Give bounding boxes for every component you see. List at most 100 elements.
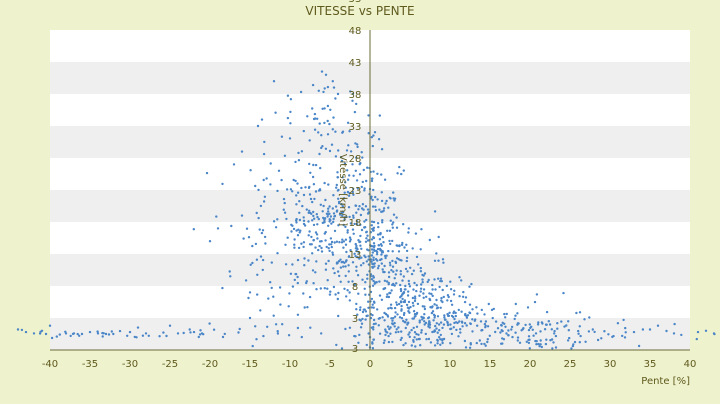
data-point: [431, 294, 434, 298]
data-point: [216, 227, 220, 230]
data-point: [269, 281, 272, 284]
data-point: [359, 223, 362, 226]
data-point: [397, 250, 401, 253]
data-point: [428, 238, 431, 242]
data-point: [371, 205, 375, 208]
data-point: [387, 334, 390, 338]
data-point: [383, 178, 387, 181]
data-point: [503, 312, 506, 316]
data-point: [379, 249, 382, 252]
data-point: [468, 346, 472, 349]
data-point: [312, 183, 316, 186]
data-point: [402, 313, 406, 317]
data-point: [545, 310, 549, 314]
data-point: [413, 299, 417, 303]
data-point: [494, 320, 498, 323]
data-point: [696, 330, 700, 334]
data-point: [257, 216, 260, 220]
data-point: [361, 317, 364, 321]
data-point: [552, 341, 555, 344]
data-point: [425, 295, 428, 298]
data-point: [483, 322, 487, 326]
data-point: [326, 119, 329, 123]
data-point: [371, 144, 374, 148]
data-point: [303, 306, 306, 309]
data-point: [545, 338, 548, 341]
data-point: [364, 281, 367, 284]
data-point: [556, 327, 559, 330]
data-point: [436, 342, 439, 345]
data-point: [600, 337, 603, 340]
data-point: [293, 246, 296, 249]
data-point: [367, 114, 370, 117]
data-point: [365, 343, 368, 347]
data-point: [397, 302, 401, 306]
data-point: [370, 177, 374, 180]
data-point: [486, 338, 489, 341]
data-point: [483, 342, 486, 346]
data-point: [612, 334, 615, 338]
data-point: [343, 191, 346, 194]
data-point: [535, 340, 538, 343]
data-point: [343, 287, 346, 290]
data-point: [331, 80, 334, 83]
data-point: [567, 329, 570, 332]
data-point: [345, 250, 348, 254]
data-point: [387, 275, 391, 279]
data-point: [314, 163, 318, 167]
data-point: [348, 326, 352, 329]
data-point: [433, 278, 436, 281]
data-point: [528, 347, 531, 350]
data-point: [357, 251, 360, 254]
data-point: [323, 217, 327, 220]
data-point: [283, 211, 287, 214]
data-point: [578, 325, 581, 328]
data-point: [345, 295, 348, 298]
data-point: [357, 341, 360, 344]
data-point: [431, 310, 435, 313]
data-point: [331, 207, 334, 210]
data-point: [349, 150, 353, 153]
data-point: [359, 213, 363, 217]
data-point: [302, 222, 306, 226]
data-point: [570, 347, 573, 350]
data-point: [305, 208, 308, 211]
data-point: [394, 273, 397, 276]
data-point: [349, 222, 352, 225]
data-point: [358, 333, 361, 337]
data-point: [455, 328, 458, 332]
data-point: [404, 321, 407, 324]
data-point: [385, 199, 388, 203]
data-point: [280, 135, 284, 138]
data-point: [308, 139, 311, 142]
data-point: [337, 260, 341, 263]
data-point: [387, 271, 391, 274]
data-point: [351, 190, 354, 194]
data-point: [397, 326, 400, 329]
data-point: [453, 289, 456, 292]
data-point: [261, 229, 265, 232]
data-point: [411, 301, 415, 305]
data-point: [357, 208, 360, 211]
data-point: [383, 279, 387, 282]
data-point: [355, 265, 358, 268]
data-point: [344, 265, 347, 268]
data-point: [372, 248, 376, 251]
data-point: [262, 200, 266, 203]
data-point: [407, 227, 410, 230]
data-point: [307, 211, 310, 214]
data-point: [355, 249, 358, 253]
data-point: [370, 297, 374, 301]
data-point: [415, 332, 418, 336]
data-point: [378, 238, 382, 241]
data-point: [400, 317, 404, 320]
data-point: [303, 264, 306, 267]
data-point: [355, 220, 359, 223]
data-point: [347, 264, 350, 267]
data-point: [324, 147, 328, 150]
data-point: [362, 308, 365, 311]
data-point: [356, 187, 359, 190]
data-point: [270, 261, 273, 264]
data-point: [428, 321, 431, 324]
